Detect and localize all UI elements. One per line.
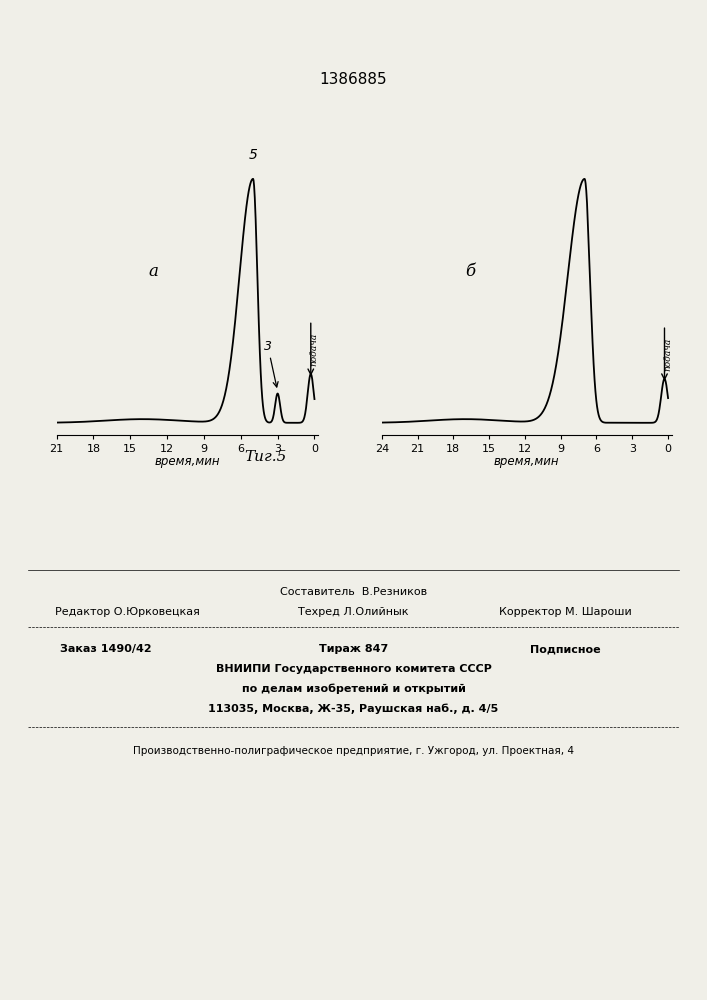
- Text: Корректор М. Шароши: Корректор М. Шароши: [499, 607, 632, 617]
- Text: б: б: [465, 263, 475, 280]
- Text: ВНИИПИ Государственного комитета СССР: ВНИИПИ Государственного комитета СССР: [216, 664, 491, 674]
- Text: Составитель  В.Резников: Составитель В.Резников: [280, 587, 427, 597]
- Text: по делам изобретений и открытий: по делам изобретений и открытий: [242, 684, 465, 694]
- Text: 1386885: 1386885: [320, 73, 387, 88]
- Text: Редактор О.Юрковецкая: Редактор О.Юрковецкая: [55, 607, 199, 617]
- Text: Τиг.5: Τиг.5: [244, 450, 286, 464]
- Text: Тираж 847: Тираж 847: [319, 644, 388, 654]
- Text: подача: подача: [663, 338, 672, 371]
- Text: Заказ 1490/42: Заказ 1490/42: [60, 644, 152, 654]
- Text: 3: 3: [264, 340, 278, 387]
- Text: Техред Л.Олийнык: Техред Л.Олийнык: [298, 607, 409, 617]
- Text: Производственно-полиграфическое предприятие, г. Ужгород, ул. Проектная, 4: Производственно-полиграфическое предприя…: [133, 746, 574, 756]
- Text: подача: подача: [310, 333, 318, 366]
- X-axis label: время,мин: время,мин: [155, 455, 220, 468]
- Text: 113035, Москва, Ж-35, Раушская наб., д. 4/5: 113035, Москва, Ж-35, Раушская наб., д. …: [209, 704, 498, 714]
- Text: 5: 5: [249, 148, 257, 162]
- Text: а: а: [148, 263, 158, 280]
- Text: Подписное: Подписное: [530, 644, 601, 654]
- X-axis label: время,мин: время,мин: [494, 455, 559, 468]
